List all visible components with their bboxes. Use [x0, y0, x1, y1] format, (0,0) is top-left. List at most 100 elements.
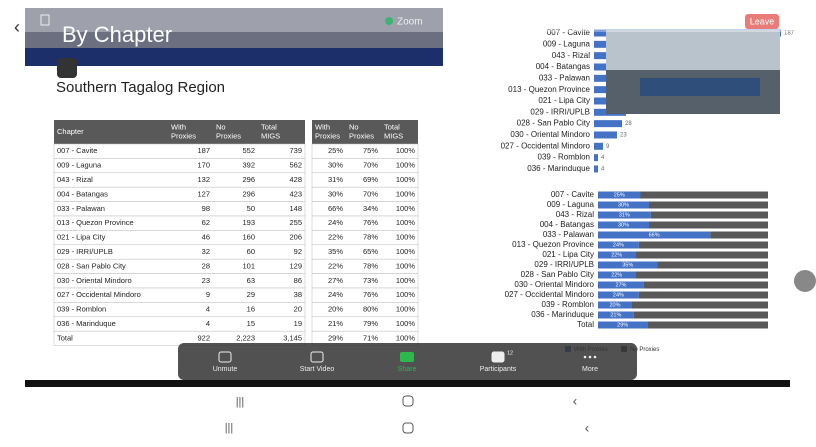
- zoom-label[interactable]: Zoom: [397, 17, 423, 28]
- back-arrow[interactable]: ‹: [14, 17, 20, 37]
- slide-subtitle: Southern Tagalog Region: [56, 79, 225, 96]
- bar: [594, 142, 603, 150]
- nav-home-2[interactable]: [402, 422, 414, 434]
- table-cell: 193: [242, 218, 255, 227]
- leave-button[interactable]: [745, 14, 779, 29]
- table-cell: 23: [202, 276, 210, 285]
- category-label: 013 - Quezon Province: [508, 85, 590, 94]
- bar-segment: [649, 221, 768, 229]
- value-label: 24%: [613, 292, 624, 298]
- value-label: 24%: [613, 242, 624, 248]
- edit-button[interactable]: [794, 270, 816, 292]
- category-label: 033 - Palawan: [543, 230, 594, 239]
- table-cell: 100%: [396, 175, 416, 184]
- value-label: 30%: [618, 222, 629, 228]
- table-cell: 71%: [363, 333, 378, 342]
- bar-segment: [598, 281, 644, 289]
- table-cell: 78%: [363, 261, 378, 270]
- value-label: 25%: [614, 192, 625, 198]
- table-cell: 98: [202, 204, 210, 213]
- table-cell: 029 - IRRI/UPLB: [57, 247, 113, 256]
- table-cell: 100%: [396, 146, 416, 155]
- bar-segment: [598, 321, 648, 329]
- value-label: 4: [601, 167, 605, 173]
- bar-segment: [598, 251, 636, 259]
- table-cell: 46: [202, 233, 210, 242]
- table-cell: 039 - Romblon: [57, 305, 106, 314]
- table-cell: 100%: [396, 305, 416, 314]
- table-cell: 129: [289, 261, 302, 270]
- grid-icon[interactable]: [57, 58, 77, 78]
- share-icon[interactable]: [400, 352, 414, 362]
- nav-back[interactable]: ‹: [573, 393, 578, 409]
- value-label: 23: [620, 133, 627, 139]
- table-cell: 127: [197, 189, 210, 198]
- leave-label[interactable]: Leave: [750, 16, 775, 26]
- table-cell: 70%: [363, 189, 378, 198]
- table-cell: 31%: [328, 175, 343, 184]
- table-cell: 24%: [328, 290, 343, 299]
- value-label: 187: [784, 31, 795, 37]
- category-label: 033 - Palawan: [539, 73, 590, 82]
- table-header-bg: [312, 120, 418, 144]
- table-cell: 100%: [396, 276, 416, 285]
- nav-home[interactable]: [402, 395, 414, 407]
- bar-segment: [632, 301, 768, 309]
- nav-recent-2[interactable]: |||: [225, 422, 234, 434]
- table-cell: 38: [294, 290, 302, 299]
- toolbar-label[interactable]: More: [582, 366, 598, 373]
- table-cell: 030 - Oriental Mindoro: [57, 276, 132, 285]
- table-cell: 100%: [396, 290, 416, 299]
- table-cell: 29: [247, 290, 255, 299]
- bar-segment: [598, 211, 651, 219]
- table-cell: 34%: [363, 204, 378, 213]
- bar-segment: [598, 231, 711, 239]
- more-dot: [583, 355, 587, 359]
- toolbar-label[interactable]: Share: [398, 366, 417, 373]
- table-cell: 100%: [396, 319, 416, 328]
- table-header: With Proxies: [315, 122, 340, 140]
- table-cell: 69%: [363, 175, 378, 184]
- table-cell: 24%: [328, 218, 343, 227]
- table-cell: 296: [242, 189, 255, 198]
- category-label: 036 - Marinduque: [527, 164, 590, 173]
- bar: [594, 131, 617, 139]
- category-label: 007 - Cavite: [547, 28, 591, 37]
- value-label: 9: [606, 144, 610, 150]
- value-label: 22%: [611, 252, 622, 258]
- category-label: 029 - IRRI/UPLB: [530, 107, 590, 116]
- slide-title: By Chapter: [62, 22, 172, 47]
- category-label: 004 - Batangas: [540, 220, 594, 229]
- category-label: 027 - Occidental Mindoro: [501, 141, 591, 150]
- table-cell: 4: [206, 305, 210, 314]
- bar-segment: [598, 291, 639, 299]
- toolbar-label[interactable]: Start Video: [300, 366, 335, 373]
- value-label: 35%: [622, 262, 633, 268]
- bar-segment: [598, 191, 641, 199]
- toolbar-label[interactable]: Unmute: [213, 366, 238, 373]
- category-label: 030 - Oriental Mindoro: [510, 130, 590, 139]
- category-label: 007 - Cavite: [551, 190, 595, 199]
- category-label: 027 - Occidental Mindoro: [505, 290, 595, 299]
- category-label: 028 - San Pablo City: [521, 270, 594, 279]
- zoom-shield: [385, 17, 393, 25]
- table-cell: 255: [289, 218, 302, 227]
- nav-recent[interactable]: |||: [236, 396, 245, 408]
- table-cell: 739: [289, 146, 302, 155]
- table-cell: 100%: [396, 161, 416, 170]
- category-label: 013 - Quezon Province: [512, 240, 594, 249]
- bar-segment: [598, 271, 636, 279]
- mute-speaker-icon[interactable]: [40, 14, 50, 26]
- table-cell: 63: [247, 276, 255, 285]
- toolbar-label[interactable]: Participants: [480, 366, 517, 373]
- table-cell: 100%: [396, 261, 416, 270]
- value-label: 66%: [649, 232, 660, 238]
- table-cell: 22%: [328, 233, 343, 242]
- table-cell: 86: [294, 276, 302, 285]
- table-cell: 423: [289, 189, 302, 198]
- nav-back-2[interactable]: ‹: [585, 420, 590, 436]
- table-cell: 78%: [363, 233, 378, 242]
- toolbar-items: Unmute Start Video Share Participants More 12: [213, 350, 598, 372]
- category-label: 039 - Romblon: [542, 300, 594, 309]
